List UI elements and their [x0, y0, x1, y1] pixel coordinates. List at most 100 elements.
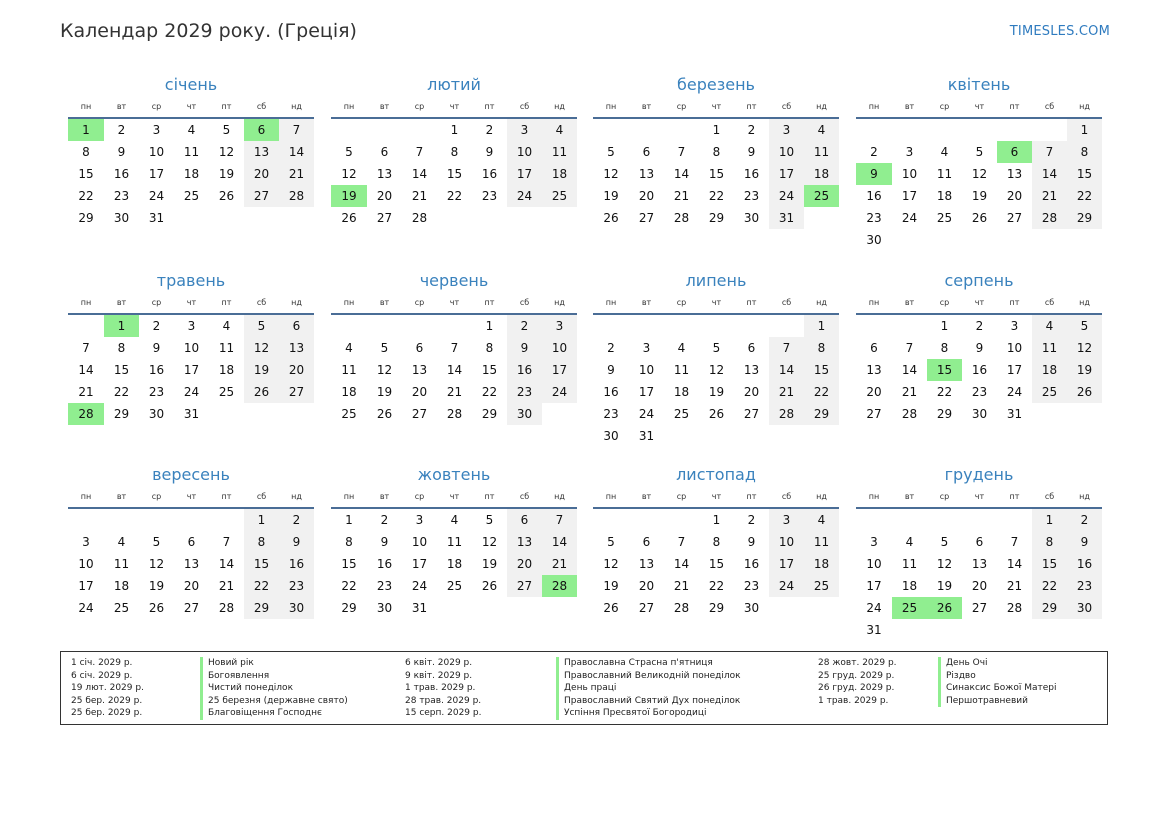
weekday-label: нд	[816, 298, 827, 307]
weekend-day-cell: 13	[244, 141, 279, 163]
day-cell: 23	[376, 579, 393, 593]
day-cell: 31	[866, 623, 882, 637]
legend-col-3-dates: 28 жовт. 2029 р. 25 груд. 2029 р. 26 гру…	[818, 657, 897, 707]
weekday-label: ср	[414, 492, 425, 501]
day-grid: 1 2 3 4 5 6 7 8 9 10 11 12 13 14 15 16 17 18 19 20 21 22 23 24 2…	[68, 315, 314, 425]
weekday-label: пт	[1009, 102, 1020, 111]
day-cell: 20	[1006, 189, 1023, 203]
day-cell: 31	[183, 407, 200, 421]
weekday-header: пн вт ср чт пт сб нд	[856, 487, 1102, 509]
day-cell: 21	[446, 385, 463, 399]
day-cell: 20	[183, 579, 200, 593]
day-cell: 2	[975, 319, 984, 333]
weekday-label: пт	[221, 298, 232, 307]
day-cell: 25	[936, 211, 953, 225]
day-cell: 1	[345, 513, 353, 527]
day-cell: 17	[866, 579, 882, 593]
day-cell: 3	[415, 513, 424, 527]
month-block: січень пн вт ср чт пт сб нд 1 2 3 4 5 6 7 8 9 10 11 12 13 14 1…	[68, 73, 314, 229]
weekend-day-cell: 23	[507, 381, 542, 403]
day-cell: 7	[677, 145, 686, 159]
day-cell: 5	[607, 145, 615, 159]
weekday-label: пт	[484, 298, 495, 307]
weekday-header: пн вт ср чт пт сб нд	[331, 97, 577, 119]
legend-date: 28 жовт. 2029 р.	[818, 658, 897, 668]
legend-holiday-name: Першотравневий	[938, 694, 1057, 708]
weekend-day-cell: 18	[804, 553, 839, 575]
day-cell: 26	[603, 601, 619, 615]
legend-holiday-name: Успіння Пресвятої Богородиці	[556, 707, 741, 720]
day-cell: 14	[673, 557, 690, 571]
day-cell: 24	[901, 211, 918, 225]
empty-cell	[997, 119, 1032, 141]
day-cell: 30	[376, 601, 393, 615]
weekday-label: сб	[781, 298, 792, 307]
weekend-day-cell: 26	[1067, 381, 1102, 403]
weekend-day-cell: 15	[1032, 553, 1067, 575]
brand-link[interactable]: TIMESLES.COM	[1009, 24, 1110, 39]
empty-cell	[962, 119, 997, 141]
month-name: вересень	[152, 465, 230, 484]
day-cell: 28	[901, 407, 918, 421]
day-cell: 1	[712, 513, 721, 527]
day-cell: 31	[1006, 407, 1023, 421]
month-name: грудень	[944, 465, 1014, 484]
legend-col-2-dates: 6 квіт. 2029 р. 9 квіт. 2029 р. 1 трав. …	[405, 657, 481, 720]
weekend-day-cell: 30	[279, 597, 314, 619]
weekday-label: пн	[605, 492, 617, 501]
weekend-day-cell: 11	[1032, 337, 1067, 359]
weekend-day-cell: 3	[507, 119, 542, 141]
weekend-day-cell: 13	[507, 531, 542, 553]
day-cell: 5	[152, 535, 161, 549]
weekday-header: пн вт ср чт пт сб нд	[593, 293, 839, 315]
day-cell: 14	[78, 363, 94, 377]
legend-holiday-name: Православна Страсна п'ятниця	[556, 657, 741, 670]
day-cell: 22	[78, 189, 94, 203]
empty-cell	[699, 315, 734, 337]
month-name: квітень	[947, 75, 1011, 94]
day-cell: 6	[747, 341, 756, 355]
day-cell: 29	[708, 211, 725, 225]
day-cell: 1	[450, 123, 459, 137]
day-cell: 16	[743, 557, 760, 571]
empty-cell	[892, 509, 927, 531]
day-cell: 27	[638, 211, 655, 225]
day-cell: 3	[1010, 319, 1019, 333]
day-cell: 9	[747, 535, 756, 549]
weekend-day-cell: 20	[507, 553, 542, 575]
empty-cell	[629, 315, 664, 337]
weekday-label: чт	[449, 298, 460, 307]
weekend-day-cell: 4	[542, 119, 577, 141]
day-cell: 8	[450, 145, 459, 159]
weekday-label: вт	[116, 102, 127, 111]
month-name: лютий	[427, 75, 481, 94]
day-cell: 12	[936, 557, 953, 571]
day-cell: 8	[712, 535, 721, 549]
holiday-day-cell: 28	[68, 403, 104, 425]
weekend-day-cell: 15	[804, 359, 839, 381]
weekend-day-cell: 25	[1032, 381, 1067, 403]
weekday-header: пн вт ср чт пт сб нд	[593, 97, 839, 119]
weekday-label: пт	[484, 492, 495, 501]
weekend-day-cell: 21	[279, 163, 314, 185]
month-block: квітень пн вт ср чт пт сб нд 1 2 3 4 5 6 7 8 9 10 11 12 13 14…	[856, 73, 1102, 251]
day-cell: 20	[376, 189, 393, 203]
day-cell: 30	[866, 233, 882, 247]
day-cell: 15	[481, 363, 498, 377]
day-cell: 13	[1006, 167, 1023, 181]
day-cell: 22	[708, 189, 725, 203]
day-cell: 27	[411, 407, 428, 421]
day-cell: 22	[481, 385, 498, 399]
day-cell: 13	[183, 557, 200, 571]
day-cell: 15	[446, 167, 463, 181]
day-cell: 23	[481, 189, 498, 203]
month-block: листопад пн вт ср чт пт сб нд 1 2 3 4 5 6 7 8 9 10 11 12 13 1…	[593, 463, 839, 619]
empty-cell	[367, 315, 402, 337]
weekday-label: ср	[151, 298, 162, 307]
day-cell: 29	[481, 407, 498, 421]
weekend-day-cell: 20	[244, 163, 279, 185]
empty-cell	[402, 315, 437, 337]
legend-date: 26 груд. 2029 р.	[818, 683, 895, 694]
day-cell: 29	[341, 601, 357, 615]
weekend-day-cell: 29	[1032, 597, 1067, 619]
